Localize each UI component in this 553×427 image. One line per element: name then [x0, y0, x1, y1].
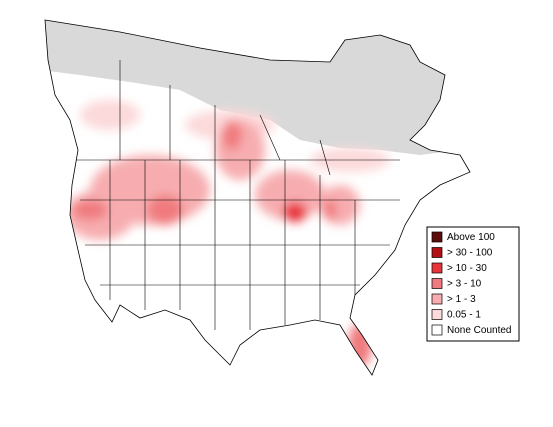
legend-swatch [431, 262, 443, 274]
legend-swatch [431, 309, 443, 320]
legend-swatch [431, 247, 443, 258]
legend-label: > 1 - 3 [447, 294, 476, 305]
unsurveyed-area [45, 20, 460, 155]
coastline [44, 19, 471, 376]
legend-label: > 10 - 30 [447, 263, 487, 274]
legend-label: 0.05 - 1 [447, 310, 481, 321]
legend-label: > 30 - 100 [447, 248, 493, 259]
legend-label: Above 100 [447, 232, 495, 243]
legend: Above 100 > 30 - 100 > 10 - 30 > 3 - 10 > 1 … [426, 226, 520, 342]
legend-swatch [431, 293, 443, 305]
legend-swatch [431, 278, 443, 289]
legend-swatch [431, 231, 443, 243]
legend-label: None Counted [447, 325, 512, 336]
borders [70, 60, 400, 330]
legend-swatch [431, 324, 443, 336]
legend-label: > 3 - 10 [447, 279, 482, 290]
